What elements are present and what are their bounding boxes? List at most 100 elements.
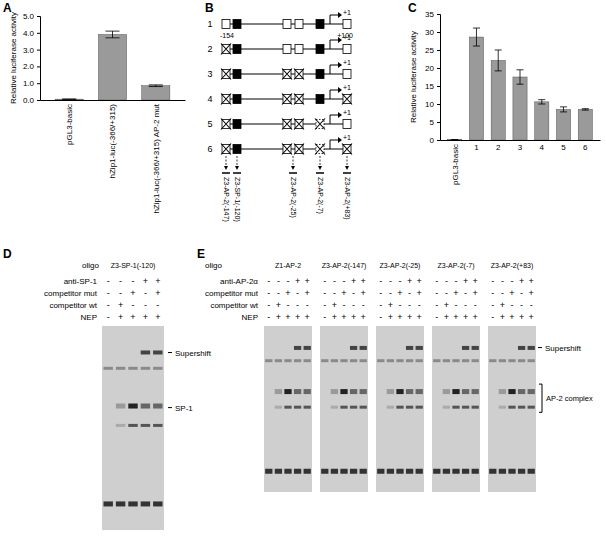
row-label: NEP [81,313,97,322]
x-axis: pGL3-basichZip1-luc(-366/+315)hZip1-luc(… [41,100,186,214]
lane-sign: - [530,300,533,310]
mutation-x [221,144,231,155]
tick: 10 [425,100,440,109]
lane-sign: - [333,288,336,298]
band [406,359,413,362]
mutation-x [315,144,325,155]
dashed-arrow [320,156,321,167]
tick: 2.0 [23,62,40,71]
tick-label: 5.0 [23,12,35,21]
panel-label: E [197,247,205,261]
tick-label: 5 [561,143,566,152]
annotation: Supershift [175,349,212,358]
lane-sign: - [287,276,290,286]
lane-sign: - [323,276,326,286]
element-box [222,145,230,154]
bar [98,34,126,100]
lane-sign: + [397,288,402,298]
tick: hZip1-luc(-366/+315) AP-2 mut [152,100,161,214]
element-box [316,145,324,154]
band [275,359,282,362]
y-axis: 05101520253035 [425,10,440,145]
band [396,469,403,474]
tick: 6 [583,140,588,152]
band [508,389,515,394]
tss-label: +1 [343,109,351,116]
band [489,469,496,474]
gel-image [376,326,424,492]
lane-sign: - [464,300,467,310]
mutation-x [282,144,292,155]
band [284,359,291,362]
construct: 6+1 [207,134,352,155]
axis-line [437,15,441,141]
tick: 5 [561,140,566,152]
element-box [233,20,241,29]
bars [448,28,593,140]
row-label: competitor mut [44,289,98,298]
element-box [222,95,230,104]
tss-arrow [330,40,339,49]
lane-sign: + [500,312,505,322]
band [331,389,338,394]
band [360,469,367,474]
tick-mark [437,50,440,51]
band [360,389,367,394]
band [387,469,394,474]
band [452,389,459,394]
emsa-panel: oligoanti-AP-2αcompetitor mutcompetitor … [205,261,593,492]
band [103,367,112,370]
band [294,359,301,362]
element-box [233,145,241,154]
gel: Z3-AP-2(-25)---++--+-+-+----++++ [376,262,424,492]
lane-sign: + [444,300,449,310]
lane-sign: - [352,288,355,298]
oligo-pointer: Z3-AP-2(+83) [343,156,351,220]
dashed-arrow [347,156,348,167]
band [304,359,311,362]
band [528,346,535,350]
band [443,406,450,409]
gel-image [488,326,536,492]
lane-sign: + [361,276,366,286]
band [518,406,525,409]
lane-sign: - [464,288,467,298]
mutation-x [221,94,231,105]
figure: ABCDE0.01.02.03.04.05.0pGL3-basichZip1-l… [0,0,606,537]
element-box [233,120,241,129]
row-label: 5 [207,119,212,129]
tick-mark [37,83,40,84]
error-bar [149,85,163,87]
lane-sign: + [473,288,478,298]
tick-label: 20 [425,64,434,73]
band [265,469,272,474]
element-box [316,20,324,29]
tick-label: 6 [583,143,588,152]
band [141,501,150,506]
lane-sign: - [323,312,326,322]
band [141,404,150,409]
lane-sign: - [379,312,382,322]
gel-image [320,326,368,492]
band [265,359,272,362]
construct-diagram: 1+1-154+1002+13+14+15+16+1Z3-AP-2(-147)Z… [207,9,353,222]
axis-line [37,17,41,101]
annotation: SP-1 [175,404,193,413]
oligo-bar [289,172,297,174]
band [128,501,137,506]
element-box [343,120,351,129]
band [340,406,347,409]
band [518,389,525,394]
lane-sign: - [379,300,382,310]
band [153,350,162,354]
band [275,469,282,474]
bar-chart: 05101520253035pGL3-basic123456Relative l… [409,10,601,185]
mutation-x [342,144,352,155]
error-cap [538,104,545,105]
gel: Z3-AP-2(-147)---++--+-+-+----++++ [320,262,368,492]
lane-sign: + [332,300,337,310]
tss-arrow [330,65,339,74]
bar [448,139,462,140]
element-box [295,145,303,154]
tick-label: pGL3-basic [65,104,74,145]
